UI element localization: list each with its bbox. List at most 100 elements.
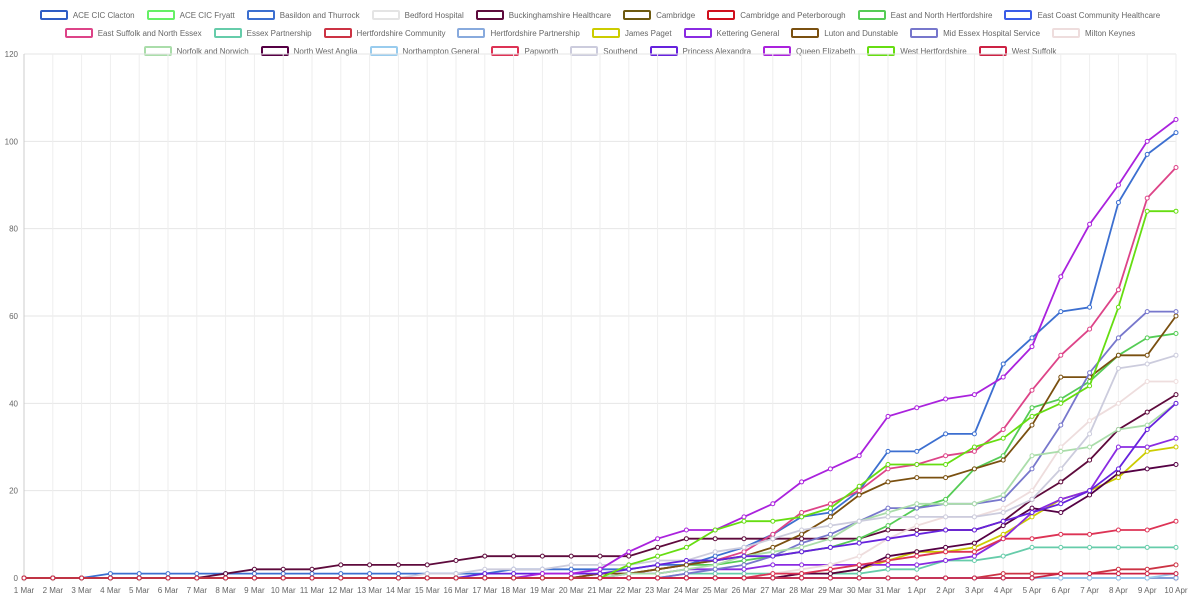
data-point [482, 575, 488, 581]
data-point [1087, 370, 1093, 376]
legend-item[interactable]: Queen Elizabeth [763, 46, 855, 56]
data-point [136, 571, 142, 577]
legend-item[interactable]: East Coast Community Healthcare [1004, 10, 1160, 20]
data-point [741, 536, 747, 542]
data-point [770, 544, 776, 550]
data-point [971, 553, 977, 559]
legend-item[interactable]: Basildon and Thurrock [246, 10, 360, 20]
data-point [1029, 544, 1035, 550]
legend-item[interactable]: James Paget [591, 28, 672, 38]
legend-swatch [910, 28, 939, 38]
data-point [856, 566, 862, 572]
data-point [1115, 466, 1121, 472]
data-point [568, 571, 574, 577]
data-point [943, 461, 949, 467]
legend-item[interactable]: Northampton General [369, 46, 479, 56]
legend-label: Mid Essex Hospital Service [943, 28, 1041, 38]
data-point [1144, 544, 1150, 550]
data-point [21, 575, 27, 581]
legend-item[interactable]: Hertfordshire Community [323, 28, 445, 38]
data-point [1029, 387, 1035, 393]
data-point [251, 571, 257, 577]
legend-label: Cambridge [656, 10, 696, 20]
data-point [885, 536, 891, 542]
data-point [626, 562, 632, 568]
legend-item[interactable]: ACE CIC Fryatt [146, 10, 235, 20]
data-point [1144, 138, 1150, 144]
legend-item[interactable]: Princess Alexandra [649, 46, 751, 56]
x-tick-label: 17 Mar [472, 586, 497, 595]
data-point [1173, 352, 1179, 358]
legend-item[interactable]: Essex Partnership [213, 28, 312, 38]
data-point [626, 575, 632, 581]
data-point [741, 549, 747, 555]
data-point [1000, 435, 1006, 441]
data-point [971, 466, 977, 472]
legend-item[interactable]: Norfolk and Norwich [143, 46, 249, 56]
data-point [712, 549, 718, 555]
legend-label: Cambridge and Peterborough [740, 10, 846, 20]
data-point [655, 558, 661, 564]
data-point [1087, 571, 1093, 577]
legend-item[interactable]: North West Anglia [260, 46, 358, 56]
data-point [1058, 575, 1064, 581]
data-point [1029, 405, 1035, 411]
data-point [885, 510, 891, 515]
data-point [770, 536, 776, 542]
legend-item[interactable]: ACE CIC Clacton [39, 10, 135, 20]
legend-item[interactable]: West Suffolk [978, 46, 1056, 56]
legend-item[interactable]: West Hertfordshire [867, 46, 967, 56]
legend-label: Norfolk and Norwich [176, 46, 249, 56]
data-point [1058, 501, 1064, 507]
x-tick-label: 25 Mar [703, 586, 728, 595]
legend-label: Bedford Hospital [404, 10, 464, 20]
legend-item[interactable]: East Suffolk and North Essex [64, 28, 202, 38]
data-point [1144, 571, 1150, 577]
legend-item[interactable]: Bedford Hospital [371, 10, 464, 20]
data-point [1058, 422, 1064, 428]
legend-item[interactable]: Mid Essex Hospital Service [910, 28, 1040, 38]
legend-item[interactable]: East and North Hertfordshire [857, 10, 992, 20]
data-point [655, 536, 661, 542]
legend-item[interactable]: Milton Keynes [1052, 28, 1135, 38]
data-point [1029, 488, 1035, 494]
x-tick-label: 16 Mar [444, 586, 469, 595]
data-point [712, 562, 718, 568]
data-point [453, 558, 459, 564]
legend-item[interactable]: Cambridge and Peterborough [707, 10, 846, 20]
data-point [1173, 379, 1179, 384]
legend-item[interactable]: Southend [570, 46, 638, 56]
data-point [770, 531, 776, 537]
data-point [799, 514, 805, 520]
data-point [741, 544, 747, 550]
data-point [568, 566, 574, 572]
data-point [568, 553, 574, 559]
data-point [914, 566, 920, 572]
legend-row: Norfolk and Norwich North West Anglia Nort… [0, 42, 1200, 60]
data-point [1058, 352, 1064, 358]
data-point [943, 514, 949, 520]
x-tick-label: 1 Apr [907, 586, 926, 595]
legend-item[interactable]: Cambridge [623, 10, 695, 20]
data-point [943, 431, 949, 437]
data-point [597, 562, 603, 568]
data-point [1115, 304, 1121, 310]
data-point [741, 571, 747, 577]
data-point [799, 510, 805, 515]
data-point [799, 540, 805, 546]
legend-item[interactable]: Papworth [491, 46, 558, 56]
data-point [1000, 575, 1006, 581]
legend-item[interactable]: Hertfordshire Partnership [457, 28, 580, 38]
legend-item[interactable]: Luton and Dunstable [791, 28, 898, 38]
legend-row: ACE CIC Clacton ACE CIC Fryatt Basildon an… [0, 6, 1200, 24]
legend-item[interactable]: Kettering General [683, 28, 779, 38]
data-point [914, 461, 920, 467]
data-point [165, 571, 171, 577]
data-point [1173, 575, 1179, 581]
data-point [914, 501, 920, 507]
legend-item[interactable]: Buckinghamshire Healthcare [475, 10, 611, 20]
x-tick-label: 11 Mar [300, 586, 325, 595]
data-point [539, 571, 545, 577]
legend-swatch [457, 28, 486, 38]
